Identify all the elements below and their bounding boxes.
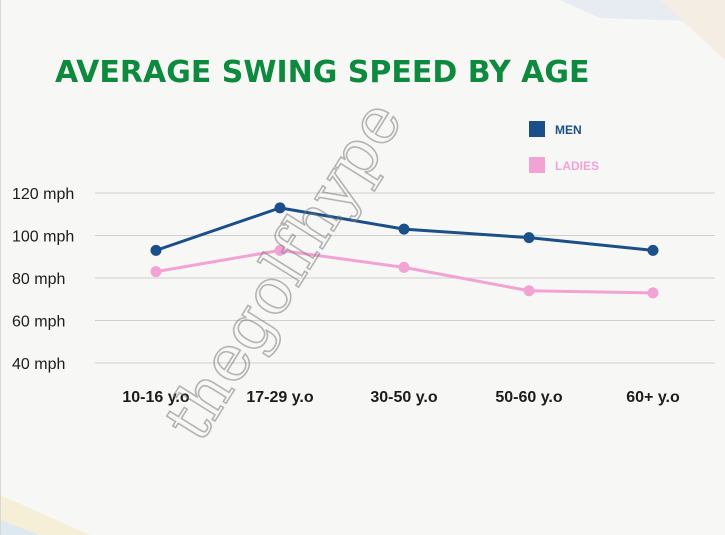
legend-swatch-men (529, 121, 545, 137)
y-tick-label-100: 100 mph (12, 229, 74, 246)
x-tick-label-3: 50-60 y.o (495, 389, 563, 406)
data-point-men-0 (150, 244, 162, 256)
y-axis-ticks: 120 mph 100 mph 80 mph 60 mph 40 mph (12, 186, 74, 373)
legend-swatch-ladies (529, 157, 545, 173)
gridlines (95, 192, 715, 364)
data-point-ladies-2 (398, 261, 410, 273)
data-point-men-2 (398, 223, 410, 235)
data-point-ladies-3 (523, 285, 535, 297)
data-point-ladies-0 (150, 266, 162, 278)
x-tick-label-4: 60+ y.o (626, 389, 680, 406)
legend: MEN LADIES (529, 121, 599, 173)
x-axis-ticks: 10-16 y.o 17-29 y.o 30-50 y.o 50-60 y.o 60+ … (122, 389, 680, 406)
data-point-ladies-4 (647, 287, 659, 299)
data-point-ladies-1 (274, 244, 286, 256)
x-tick-label-1: 17-29 y.o (246, 389, 314, 406)
y-tick-label-80: 80 mph (12, 271, 65, 288)
y-tick-label-60: 60 mph (12, 314, 65, 331)
x-tick-label-2: 30-50 y.o (370, 389, 438, 406)
data-point-men-4 (647, 244, 659, 256)
series-lines (150, 202, 659, 299)
data-point-men-3 (523, 232, 535, 244)
y-tick-label-40: 40 mph (12, 356, 65, 373)
chart-title: AVERAGE SWING SPEED BY AGE (55, 55, 589, 90)
legend-label-men: MEN (555, 123, 582, 137)
y-tick-label-120: 120 mph (12, 186, 74, 203)
data-point-men-1 (274, 202, 286, 214)
legend-label-ladies: LADIES (555, 159, 599, 173)
x-tick-label-0: 10-16 y.o (122, 389, 190, 406)
